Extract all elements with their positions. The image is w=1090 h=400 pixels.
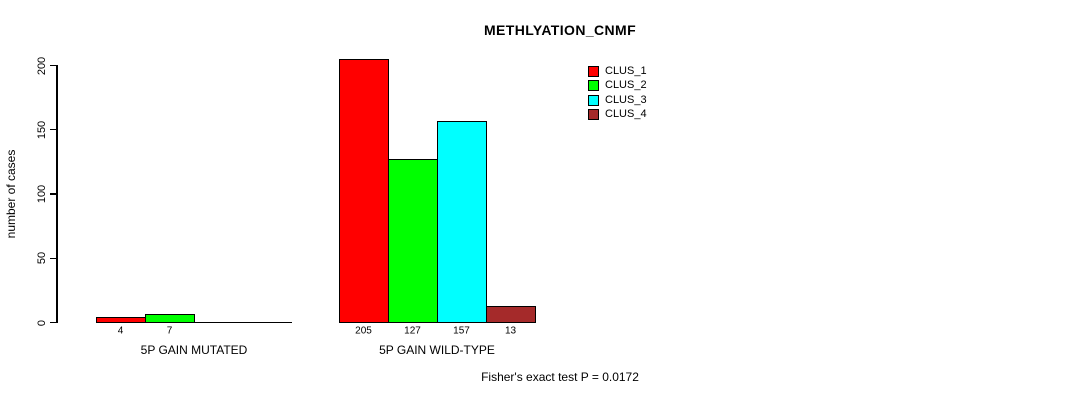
legend-swatch-clus-1: [588, 66, 599, 77]
bar-clus-1: [96, 317, 146, 324]
chart-title: METHLYATION_CNMF: [483, 22, 637, 38]
legend-item: CLUS_3: [588, 94, 647, 107]
bar-value-label: 157: [453, 325, 470, 337]
bar-value-label: 7: [166, 325, 173, 337]
bar-value-label: 127: [404, 325, 421, 337]
bar-value-label: 4: [117, 325, 124, 337]
y-axis-label: number of cases: [4, 149, 18, 239]
bar-clus-3: [437, 120, 487, 324]
y-tick: [50, 321, 56, 324]
y-tick-label: 200: [36, 56, 48, 75]
bar-value-label: 205: [355, 325, 372, 337]
y-tick-label: 0: [36, 319, 48, 326]
y-tick-label: 150: [36, 120, 48, 139]
y-tick: [50, 257, 56, 259]
bar-clus-2: [388, 159, 438, 324]
bar-clus-1: [339, 59, 389, 324]
y-axis-line: [56, 65, 58, 323]
legend-label: CLUS_3: [605, 93, 647, 106]
group-label: 5P GAIN MUTATED: [140, 343, 248, 357]
legend-label: CLUS_1: [605, 65, 647, 77]
bar-value-label: 13: [504, 325, 517, 337]
y-tick-label: 100: [36, 184, 48, 204]
legend-item: CLUS_1: [588, 65, 647, 78]
y-tick-label: 50: [36, 252, 48, 265]
legend-label: CLUS_4: [605, 107, 647, 120]
legend-label: CLUS_2: [605, 79, 647, 92]
legend-item: CLUS_2: [588, 79, 647, 92]
legend-swatch-clus-2: [588, 80, 599, 92]
y-tick: [50, 64, 56, 67]
bar-clus-2: [145, 313, 195, 324]
legend-swatch-clus-3: [588, 94, 599, 106]
group-label: 5P GAIN WILD-TYPE: [379, 343, 495, 357]
y-tick: [50, 129, 56, 131]
y-tick: [50, 193, 56, 195]
fisher-test-footnote: Fisher's exact test P = 0.0172: [481, 370, 639, 384]
bar-clus-4: [486, 305, 536, 324]
legend-swatch-clus-4: [588, 108, 599, 120]
legend-item: CLUS_4: [588, 108, 647, 121]
